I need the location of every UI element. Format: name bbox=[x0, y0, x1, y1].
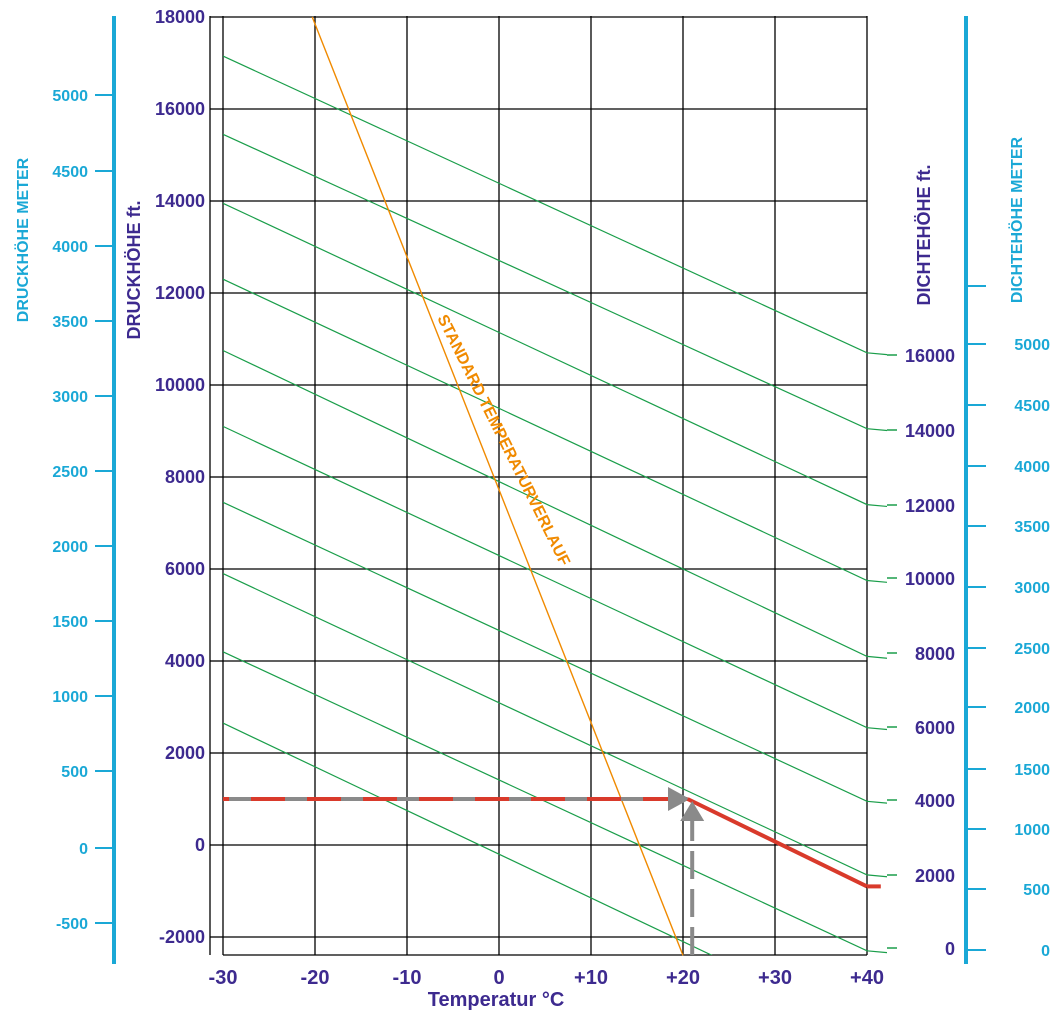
example-red-diagonal bbox=[686, 797, 868, 889]
far-right-tick-label: 2500 bbox=[1014, 641, 1050, 658]
far-left-tick-label: 2000 bbox=[52, 539, 88, 556]
pressure-altitude-ft-ticks: 18000 16000 14000 12000 10000 8000 6000 4000 200… bbox=[155, 7, 205, 947]
far-left-tick-label: 500 bbox=[61, 764, 88, 781]
far-right-tick-label: 1000 bbox=[1014, 822, 1050, 839]
right-tick-label: 2000 bbox=[915, 866, 955, 886]
pressure-altitude-meter-label: DRUCKHÖHE METER bbox=[13, 157, 32, 322]
density-line bbox=[223, 202, 887, 508]
density-altitude-ft-label: DICHTEHÖHE ft. bbox=[914, 165, 934, 306]
far-right-tick-label: 2000 bbox=[1014, 700, 1050, 717]
x-axis-label: Temperatur °C bbox=[428, 989, 565, 1011]
pressure-altitude-meter-axis: 5000450040003500300025002000150010005000… bbox=[52, 16, 116, 964]
right-tick-label: 12000 bbox=[905, 496, 955, 516]
x-tick-label: -30 bbox=[209, 967, 238, 989]
left-tick-label: 14000 bbox=[155, 191, 205, 211]
left-tick-label: 0 bbox=[195, 835, 205, 855]
right-tick-label: 10000 bbox=[905, 569, 955, 589]
x-tick-label: -20 bbox=[301, 967, 330, 989]
density-altitude-lines bbox=[223, 55, 887, 955]
far-right-tick-label: 4500 bbox=[1014, 398, 1050, 415]
right-tick-label: 0 bbox=[945, 939, 955, 959]
far-left-tick-label: 4500 bbox=[52, 164, 88, 181]
far-right-tick-label: 3500 bbox=[1014, 519, 1050, 536]
density-altitude-meter-label: DICHTEHÖHE METER bbox=[1007, 136, 1026, 303]
left-tick-label: 16000 bbox=[155, 99, 205, 119]
example-arrow-up bbox=[680, 801, 705, 821]
left-tick-label: -2000 bbox=[159, 927, 205, 947]
density-line bbox=[223, 722, 713, 955]
density-line bbox=[223, 425, 887, 731]
far-right-tick-label: 5000 bbox=[1014, 337, 1050, 354]
far-left-tick-label: 4000 bbox=[52, 239, 88, 256]
density-line bbox=[223, 501, 887, 804]
far-right-tick-label: 1500 bbox=[1014, 762, 1050, 779]
x-tick-label: +20 bbox=[666, 967, 700, 989]
right-tick-label: 6000 bbox=[915, 718, 955, 738]
standard-line bbox=[311, 16, 684, 956]
far-right-tick-label: 4000 bbox=[1014, 459, 1050, 476]
standard-temperature-line bbox=[311, 16, 684, 956]
right-tick-label: 14000 bbox=[905, 421, 955, 441]
density-line bbox=[223, 55, 887, 356]
right-tick-label: 8000 bbox=[915, 644, 955, 664]
far-left-tick-label: 0 bbox=[79, 841, 88, 858]
pressure-altitude-ft-label: DRUCKHÖHE ft. bbox=[124, 201, 144, 340]
density-altitude-ft-ticks: 16000 14000 12000 10000 8000 6000 4000 2000 0 bbox=[887, 346, 955, 959]
chart-grid bbox=[209, 16, 868, 956]
left-tick-label: 8000 bbox=[165, 467, 205, 487]
density-line bbox=[223, 133, 887, 432]
far-left-tick-label: 3500 bbox=[52, 314, 88, 331]
far-right-tick-label: 3000 bbox=[1014, 580, 1050, 597]
density-line bbox=[223, 651, 887, 954]
left-tick-label: 4000 bbox=[165, 651, 205, 671]
density-line bbox=[223, 349, 887, 659]
density-line bbox=[223, 278, 887, 583]
left-tick-label: 12000 bbox=[155, 283, 205, 303]
left-tick-label: 6000 bbox=[165, 559, 205, 579]
x-tick-label: -10 bbox=[393, 967, 422, 989]
x-axis-ticks: -30 -20 -10 0 +10 +20 +30 +40 bbox=[209, 967, 884, 989]
far-right-tick-label: 0 bbox=[1041, 943, 1050, 960]
x-tick-label: 0 bbox=[493, 967, 504, 989]
far-left-tick-label: 3000 bbox=[52, 389, 88, 406]
far-right-tick-label: 500 bbox=[1023, 882, 1050, 899]
density-line bbox=[223, 573, 887, 878]
right-tick-label: 16000 bbox=[905, 346, 955, 366]
far-left-tick-label: -500 bbox=[56, 916, 88, 933]
left-tick-label: 2000 bbox=[165, 743, 205, 763]
x-tick-label: +40 bbox=[850, 967, 884, 989]
left-tick-label: 18000 bbox=[155, 7, 205, 27]
x-tick-label: +30 bbox=[758, 967, 792, 989]
right-tick-label: 4000 bbox=[915, 791, 955, 811]
far-left-tick-label: 1000 bbox=[52, 689, 88, 706]
example-arrow-right bbox=[668, 787, 690, 811]
standard-temperature-label: STANDARD TEMPERATURVERLAUF bbox=[433, 312, 572, 569]
example-path bbox=[223, 787, 881, 955]
far-left-tick-label: 5000 bbox=[52, 88, 88, 105]
far-left-tick-label: 2500 bbox=[52, 464, 88, 481]
far-left-tick-label: 1500 bbox=[52, 614, 88, 631]
left-tick-label: 10000 bbox=[155, 375, 205, 395]
x-tick-label: +10 bbox=[574, 967, 608, 989]
